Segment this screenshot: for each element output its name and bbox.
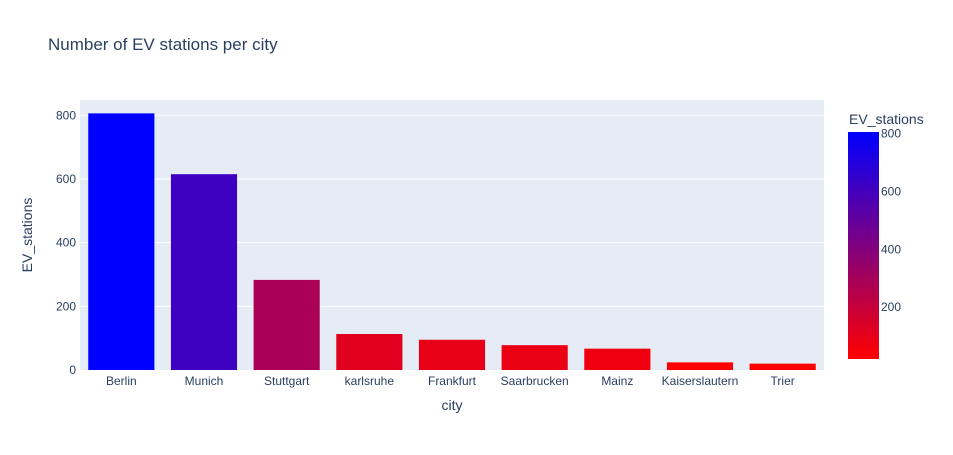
y-axis-ticks: 0 200 400 600 800: [56, 108, 76, 377]
bar-frankfurt: [418, 339, 486, 370]
bar-karlsruhe: [336, 334, 403, 370]
colorbar-tick-label: 600: [881, 184, 901, 198]
bar-munich: [170, 174, 238, 370]
y-axis-title: EV_stations: [19, 198, 35, 273]
y-tick-label: 200: [56, 299, 76, 313]
y-tick-label: 0: [69, 363, 76, 377]
bar-berlin: [88, 113, 155, 370]
bar-kaiserslautern: [666, 362, 734, 370]
x-tick-label: Kaiserslautern: [662, 374, 739, 388]
x-tick-label: karlsruhe: [345, 374, 395, 388]
x-tick-label: Frankfurt: [428, 374, 477, 388]
y-tick-label: 400: [56, 236, 76, 250]
chart-title: Number of EV stations per city: [48, 35, 278, 54]
x-tick-label: Trier: [771, 374, 795, 388]
bars: [88, 113, 816, 370]
y-tick-label: 800: [56, 108, 76, 122]
x-tick-label: Munich: [185, 374, 224, 388]
colorbar-tick-label: 800: [881, 127, 901, 141]
colorbar-tick-label: 200: [881, 300, 901, 314]
bar-trier: [749, 363, 816, 370]
bar-saarbrucken: [501, 345, 568, 370]
x-axis-ticks: Berlin Munich Stuttgart karlsruhe Frankfurt S…: [106, 374, 795, 388]
bar-mainz: [584, 348, 651, 370]
colorbar-title: EV_stations: [849, 111, 924, 127]
x-axis-title: city: [442, 397, 463, 413]
bar-stuttgart: [253, 279, 320, 370]
x-tick-label: Stuttgart: [264, 374, 310, 388]
y-tick-label: 600: [56, 172, 76, 186]
colorbar-tick-label: 400: [881, 242, 901, 256]
colorbar-ticks: 200 400 600 800: [881, 127, 901, 314]
x-tick-label: Saarbrucken: [501, 374, 569, 388]
x-tick-label: Mainz: [601, 374, 633, 388]
colorbar: [848, 132, 879, 359]
x-tick-label: Berlin: [106, 374, 137, 388]
